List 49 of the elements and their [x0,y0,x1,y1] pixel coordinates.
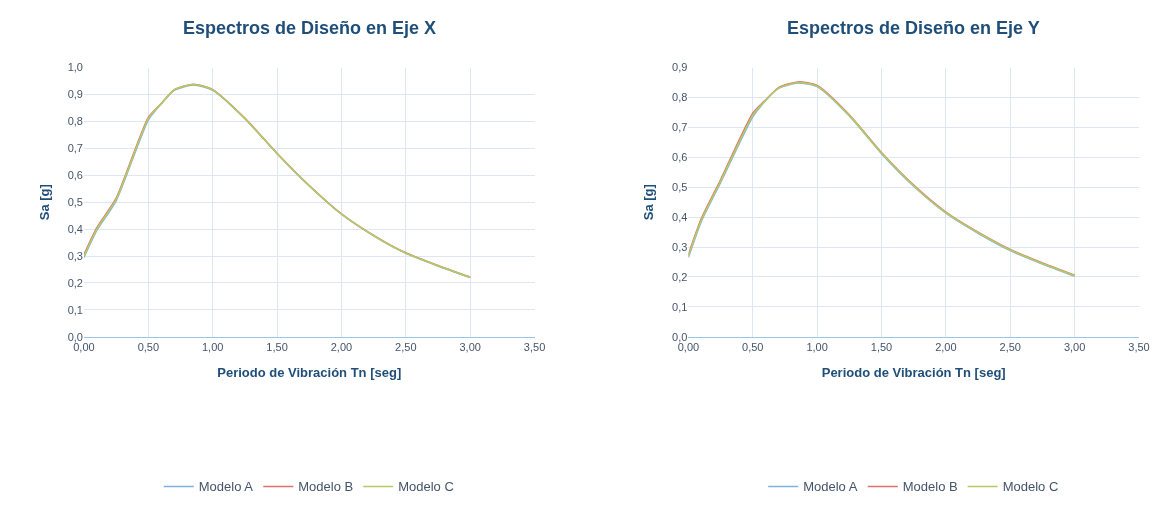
x-tick-label: 0,50 [137,341,160,353]
y-tick-label: 0,1 [67,303,83,316]
x-tick-label: 3,50 [1128,341,1150,353]
y-tick-label: 0,5 [672,181,688,194]
x-tick-label: 2,00 [330,341,353,353]
x-tick-label: 3,00 [459,341,481,353]
x-tick-label: 1,00 [806,341,828,353]
x-tick-label: 3,50 [523,341,546,353]
x-tick-label: 1,50 [870,341,893,353]
y-axis-title: Sa [g] [641,184,657,221]
y-tick-label: 0,6 [672,151,688,164]
x-tick-label: 0,00 [677,341,700,353]
y-tick-label: 0,7 [67,142,83,155]
x-tick-label: 1,50 [266,341,288,353]
y-tick-label: 0,6 [67,169,83,182]
x-tick-label: 3,00 [1063,341,1086,353]
y-tick-label: 0,9 [67,88,83,101]
x-tick-label: 2,50 [999,341,1021,353]
legend-label: Modelo A [198,479,254,495]
chart-title: Espectros de Diseño en Eje Y [787,18,1040,38]
legend-label: Modelo B [298,479,354,495]
y-tick-label: 0,5 [67,196,83,209]
y-tick-label: 0,7 [672,121,688,134]
legend-label: Modelo C [398,479,454,495]
y-tick-label: 0,8 [672,91,688,104]
y-tick-label: 0,0 [672,330,688,343]
y-tick-label: 0,4 [672,210,688,223]
x-tick-label: 0,50 [742,341,764,353]
y-tick-label: 0,8 [67,115,83,128]
legend-label: Modelo C [1002,479,1059,495]
y-tick-label: 0,2 [672,270,688,283]
x-tick-label: 2,00 [935,341,957,353]
y-tick-label: 0,4 [67,222,83,235]
x-axis-title: Periodo de Vibración Tn [seg] [821,364,1006,380]
y-tick-label: 0,9 [672,61,688,74]
y-tick-label: 0,2 [67,276,83,289]
x-axis-title: Periodo de Vibración Tn [seg] [217,364,402,380]
y-tick-label: 0,0 [67,330,83,343]
legend-label: Modelo B [902,479,958,495]
y-tick-label: 0,3 [672,240,688,253]
y-tick-label: 1,0 [67,61,83,74]
legend-label: Modelo A [803,479,858,495]
x-tick-label: 0,00 [73,341,95,353]
y-tick-label: 0,3 [67,249,83,262]
x-tick-label: 2,50 [395,341,417,353]
y-tick-label: 0,1 [672,300,688,313]
y-axis-title: Sa [g] [36,184,52,221]
chart-title: Espectros de Diseño en Eje X [183,18,437,38]
x-tick-label: 1,00 [201,341,224,353]
